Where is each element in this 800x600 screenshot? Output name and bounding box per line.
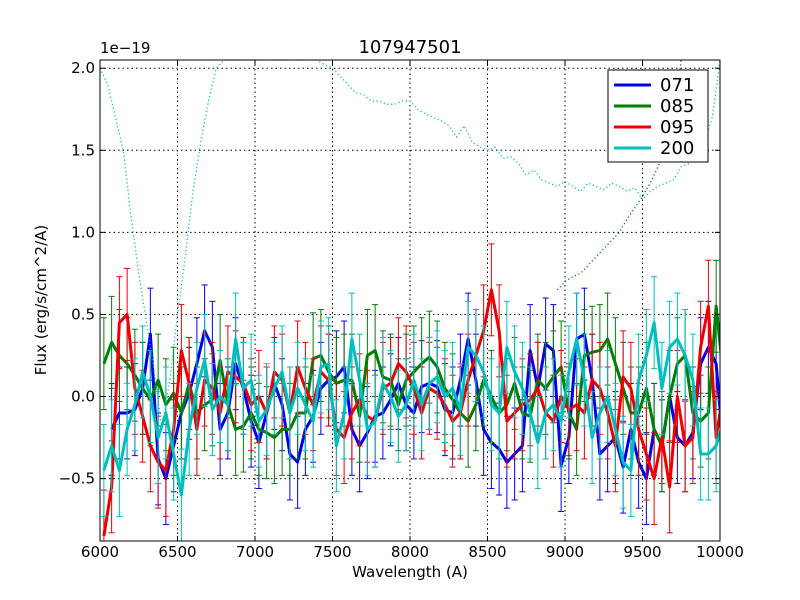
grid-lines (100, 60, 720, 541)
x-tick-label: 7500 (313, 543, 351, 561)
legend-label: 200 (660, 138, 694, 159)
chart-title: 107947501 (358, 37, 461, 58)
x-tick-label: 8500 (468, 543, 506, 561)
y-tick-label: 2.0 (71, 59, 95, 77)
y-scale-multiplier: 1e−19 (100, 39, 150, 57)
y-tick-label: 0.5 (71, 305, 95, 323)
x-axis-label: Wavelength (A) (352, 563, 468, 581)
series-layer (100, 60, 720, 541)
y-axis-label: Flux (erg/s/cm^2/A) (32, 225, 50, 376)
x-tick-label: 7000 (236, 543, 274, 561)
axis-ticks: 6000 6500 7000 7500 8000 8500 9000 9500 10000 −0.… (59, 59, 744, 561)
series-line (102, 321, 720, 497)
legend-label: 071 (660, 75, 694, 96)
x-tick-label: 6500 (158, 543, 196, 561)
y-tick-label: 1.5 (71, 141, 95, 159)
x-tick-label: 10000 (696, 543, 744, 561)
x-tick-label: 8000 (391, 543, 429, 561)
y-tick-label: 1.0 (71, 223, 95, 241)
y-tick-label: 0.0 (71, 388, 95, 406)
legend-label: 095 (660, 117, 694, 138)
x-tick-label: 9000 (546, 543, 584, 561)
series-dotted-line (100, 60, 720, 430)
x-tick-label: 6000 (81, 543, 119, 561)
legend-label: 085 (660, 96, 694, 117)
x-tick-label: 9500 (623, 543, 661, 561)
series-200 (100, 276, 720, 541)
y-tick-label: −0.5 (59, 470, 95, 488)
series-200-dotted (100, 60, 720, 430)
